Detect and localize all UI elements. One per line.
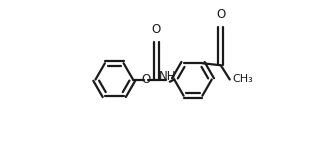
Text: NH: NH	[159, 70, 176, 83]
Text: CH₃: CH₃	[233, 75, 254, 84]
Text: O: O	[216, 8, 225, 21]
Text: O: O	[152, 23, 161, 36]
Text: O: O	[141, 73, 150, 86]
